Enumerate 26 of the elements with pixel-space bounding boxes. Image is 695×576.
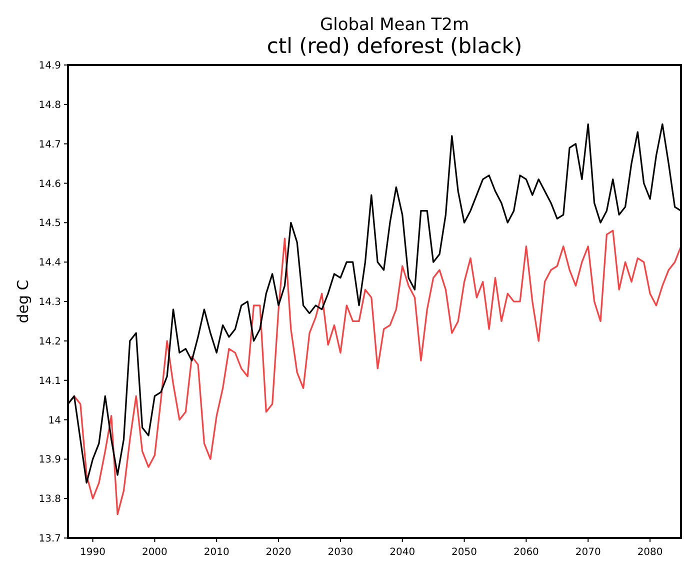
y-axis-title: deg C xyxy=(14,280,32,324)
x-tick-label: 2050 xyxy=(452,547,478,558)
y-tick-label: 14.1 xyxy=(38,376,61,387)
x-tick-label: 1990 xyxy=(80,547,106,558)
y-tick-label: 14.4 xyxy=(38,258,61,269)
y-tick-label: 14.3 xyxy=(38,297,61,308)
x-tick-label: 2080 xyxy=(637,547,663,558)
y-tick-label: 14.6 xyxy=(38,178,61,190)
x-tick-label: 2000 xyxy=(142,547,168,558)
y-tick-label: 13.7 xyxy=(38,534,61,544)
x-tick-label: 2010 xyxy=(204,547,230,558)
x-tick-label: 2060 xyxy=(513,547,539,558)
chart-subtitle: ctl (red) deforest (black) xyxy=(266,34,522,58)
chart-title: Global Mean T2m xyxy=(320,15,470,35)
y-tick-label: 14.7 xyxy=(38,139,61,150)
x-tick-label: 2040 xyxy=(390,547,416,558)
y-tick-label: 13.9 xyxy=(38,454,61,466)
y-tick-label: 14.9 xyxy=(38,60,61,72)
x-tick-label: 2030 xyxy=(328,547,354,558)
y-tick-label: 14.5 xyxy=(38,218,61,230)
y-tick-label: 14.8 xyxy=(38,100,61,111)
x-tick-label: 2070 xyxy=(575,547,601,558)
y-tick-label: 14 xyxy=(48,415,61,426)
y-tick-label: 13.8 xyxy=(38,494,61,506)
x-tick-label: 2020 xyxy=(266,547,292,558)
y-tick-label: 14.2 xyxy=(38,336,61,348)
